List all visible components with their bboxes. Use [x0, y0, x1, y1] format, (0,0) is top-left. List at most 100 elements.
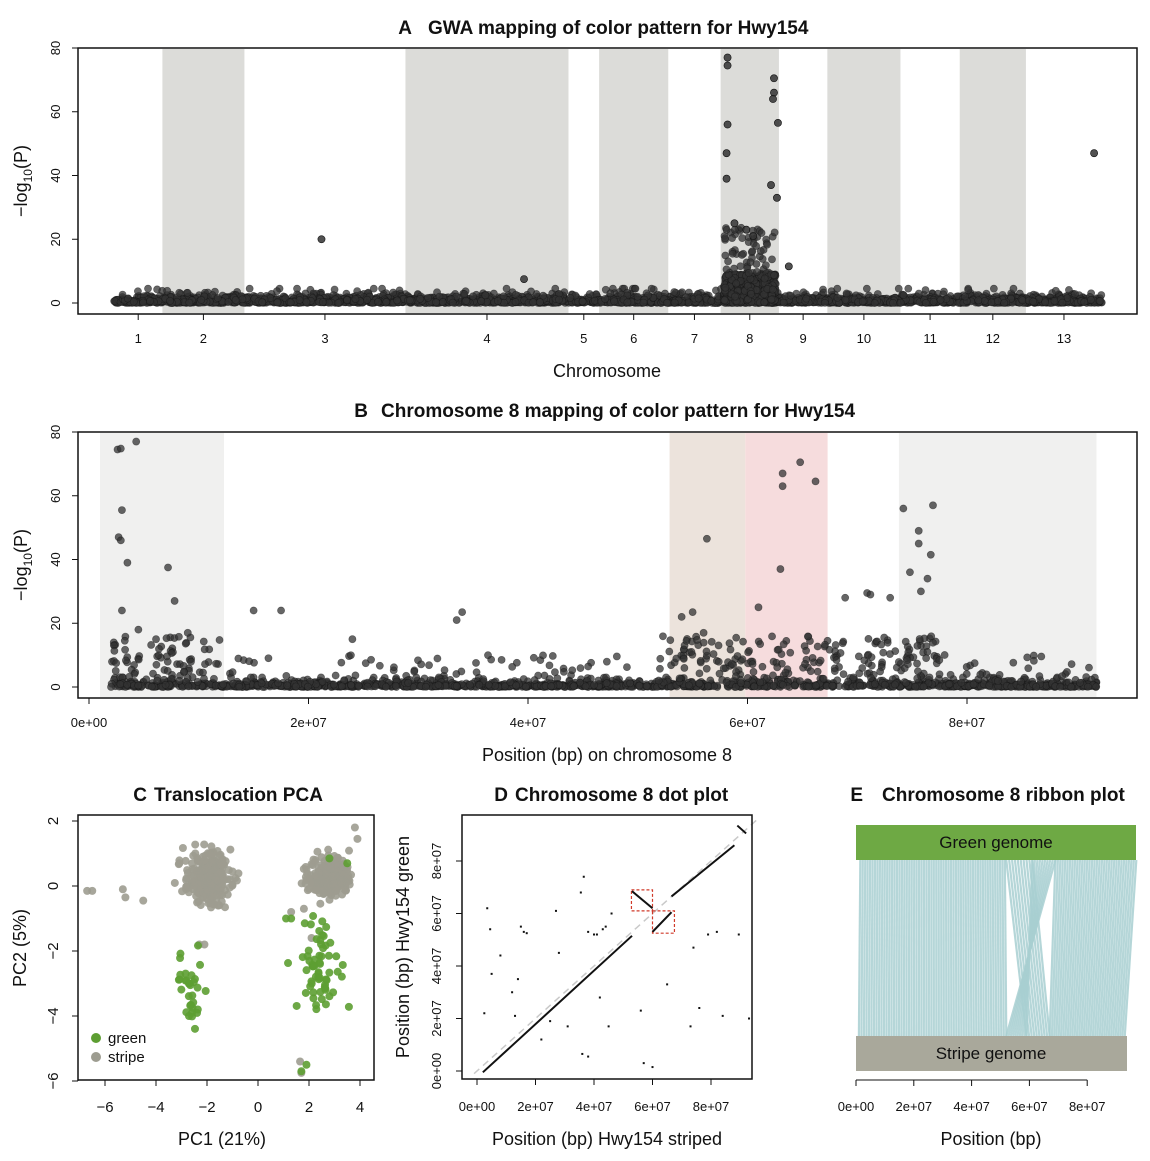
a-point	[432, 298, 440, 307]
b-point	[756, 640, 765, 649]
a-point	[720, 296, 729, 305]
a-point	[477, 297, 486, 306]
a-point	[610, 297, 619, 306]
a-point	[899, 291, 908, 299]
b-point	[836, 649, 845, 657]
b-point	[656, 654, 665, 663]
b-point	[433, 654, 442, 663]
a-point	[639, 298, 648, 307]
a-point	[139, 298, 148, 307]
b-point	[1024, 664, 1033, 673]
a-point	[601, 295, 609, 303]
b-point	[695, 669, 704, 678]
b-point	[819, 674, 828, 683]
b-point	[147, 641, 156, 649]
b-point	[199, 637, 208, 646]
b-point	[935, 656, 944, 665]
a-point-peak	[1090, 149, 1098, 158]
b-point	[985, 681, 994, 690]
a-point	[555, 295, 563, 304]
a-point	[728, 234, 737, 242]
a-band-chrom-6	[599, 49, 669, 313]
b-point	[219, 680, 228, 689]
a-point	[987, 298, 996, 307]
b-point	[642, 682, 651, 690]
b-point	[1037, 652, 1046, 661]
b-point	[390, 663, 398, 672]
b-point	[497, 655, 506, 664]
b-point	[120, 636, 129, 645]
a-point	[343, 296, 352, 305]
b-point	[264, 654, 273, 663]
a-point	[351, 295, 360, 303]
a-point	[146, 297, 154, 305]
a-point	[670, 288, 679, 296]
a-x-tick-label: 8	[746, 331, 753, 346]
b-point	[452, 670, 461, 678]
a-x-tick-label: 5	[580, 331, 587, 346]
a-point	[1000, 298, 1009, 307]
a-point	[631, 284, 640, 293]
b-point	[576, 664, 585, 673]
a-point	[936, 296, 945, 304]
a-chromosome-bands	[162, 49, 1026, 313]
a-point	[730, 225, 739, 234]
b-point	[758, 662, 767, 671]
a-point	[770, 228, 779, 237]
a-point	[231, 296, 240, 304]
b-point	[779, 640, 788, 649]
b-point	[672, 654, 681, 663]
b-point	[545, 661, 554, 670]
b-point	[257, 679, 266, 688]
a-point-peak	[723, 61, 732, 70]
b-point	[725, 639, 734, 648]
b-point	[153, 676, 162, 685]
b-point	[337, 658, 346, 667]
b-point	[152, 635, 160, 644]
a-point-peak	[317, 235, 326, 244]
a-point	[961, 292, 969, 301]
b-point	[201, 660, 209, 668]
a-point	[529, 298, 538, 307]
b-point	[367, 655, 375, 664]
a-point	[747, 289, 755, 298]
b-point	[484, 651, 492, 660]
b-point	[726, 645, 735, 654]
a-x-tick-label: 11	[923, 331, 937, 346]
a-point	[980, 297, 989, 305]
a-point	[974, 296, 983, 305]
a-point	[757, 229, 766, 237]
a-point	[731, 292, 739, 301]
a-point	[286, 298, 295, 307]
b-point	[404, 679, 413, 687]
a-point	[929, 297, 938, 306]
b-point	[867, 673, 875, 682]
a-point-peak	[742, 225, 751, 234]
b-point	[112, 659, 121, 668]
a-point-peak	[730, 219, 739, 228]
a-point	[374, 298, 382, 306]
a-point	[183, 288, 192, 297]
b-point	[714, 641, 723, 650]
b-point	[425, 661, 433, 670]
b-point	[748, 660, 757, 669]
b-point	[962, 663, 971, 671]
b-point	[715, 669, 724, 678]
b-point	[839, 670, 848, 679]
b-point	[215, 636, 224, 644]
a-point	[721, 283, 730, 292]
a-point	[802, 294, 811, 303]
a-x-tick-label: 1	[135, 331, 142, 346]
a-x-tick-label: 4	[483, 331, 490, 346]
b-point	[1067, 660, 1076, 669]
b-point	[666, 636, 675, 645]
a-point	[1058, 298, 1067, 307]
a-band-chrom-12	[959, 49, 1026, 313]
b-point	[363, 682, 372, 691]
b-point	[838, 639, 847, 648]
a-y-tick-label: 20	[48, 232, 63, 246]
a-point	[721, 234, 729, 243]
b-point	[491, 681, 500, 690]
b-point	[821, 640, 829, 649]
b-point	[551, 668, 559, 677]
